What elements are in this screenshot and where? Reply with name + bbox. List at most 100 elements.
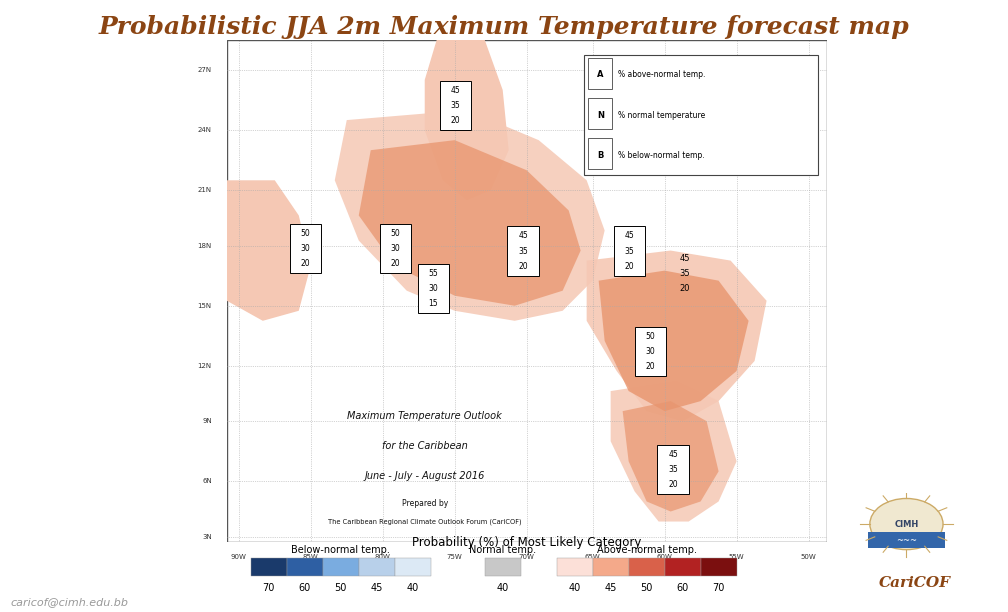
Bar <box>417 264 449 313</box>
Bar <box>507 226 538 275</box>
Bar <box>251 558 286 577</box>
Text: % below-normal temp.: % below-normal temp. <box>619 151 705 160</box>
Text: 40: 40 <box>569 583 581 592</box>
Text: 50: 50 <box>645 332 655 341</box>
Text: 45: 45 <box>605 583 617 592</box>
Text: 35: 35 <box>451 101 461 110</box>
Text: 80W: 80W <box>375 554 391 560</box>
Text: 70: 70 <box>713 583 725 592</box>
Text: 85W: 85W <box>302 554 319 560</box>
Polygon shape <box>359 140 581 306</box>
Text: 40: 40 <box>497 583 509 592</box>
Text: 50: 50 <box>300 229 310 238</box>
Polygon shape <box>599 271 749 411</box>
Text: 45: 45 <box>518 231 528 241</box>
Text: 12N: 12N <box>198 363 212 369</box>
Text: Prepared by: Prepared by <box>401 499 448 509</box>
Text: 70: 70 <box>263 583 275 592</box>
Text: for the Caribbean: for the Caribbean <box>382 441 468 451</box>
Text: 35: 35 <box>624 247 634 256</box>
Bar <box>614 226 645 275</box>
Text: 45: 45 <box>624 231 634 241</box>
Bar <box>359 558 395 577</box>
Bar <box>593 558 629 577</box>
Text: 55W: 55W <box>729 554 745 560</box>
Bar <box>584 55 817 175</box>
Bar <box>286 558 323 577</box>
Text: caricof@cimh.edu.bb: caricof@cimh.edu.bb <box>10 597 128 607</box>
Text: 20: 20 <box>679 284 690 293</box>
Bar <box>635 327 666 376</box>
Text: 50W: 50W <box>800 554 816 560</box>
Text: 70W: 70W <box>519 554 534 560</box>
Bar <box>323 558 359 577</box>
Text: 45: 45 <box>371 583 383 592</box>
Text: Probabilistic JJA 2m Maximum Temperature forecast map: Probabilistic JJA 2m Maximum Temperature… <box>99 15 909 39</box>
Bar <box>395 558 430 577</box>
Bar <box>664 558 701 577</box>
Polygon shape <box>623 401 719 512</box>
Text: 90W: 90W <box>231 554 247 560</box>
Text: 45: 45 <box>679 253 690 263</box>
Bar <box>589 58 613 89</box>
Text: N: N <box>597 111 604 119</box>
Text: 50: 50 <box>335 583 347 592</box>
Text: 20: 20 <box>668 480 677 489</box>
Bar <box>657 445 688 494</box>
Text: 3N: 3N <box>202 534 212 540</box>
Text: 20: 20 <box>624 261 634 271</box>
Text: 21N: 21N <box>198 187 212 193</box>
Text: CariCOF: CariCOF <box>879 577 951 591</box>
Bar <box>589 138 613 170</box>
Bar <box>485 558 521 577</box>
Text: 20: 20 <box>390 259 400 268</box>
Circle shape <box>870 498 943 550</box>
Text: 30: 30 <box>300 244 310 253</box>
Bar <box>289 224 321 273</box>
Text: 75W: 75W <box>447 554 463 560</box>
Text: 30: 30 <box>428 284 438 293</box>
Text: 50: 50 <box>640 583 653 592</box>
Text: 20: 20 <box>300 259 310 268</box>
Text: Below-normal temp.: Below-normal temp. <box>291 545 390 555</box>
Polygon shape <box>611 381 737 521</box>
Polygon shape <box>587 250 767 421</box>
Text: 18N: 18N <box>198 242 212 248</box>
Text: 35: 35 <box>668 465 678 474</box>
Text: ~~~: ~~~ <box>896 536 917 545</box>
Bar <box>439 81 471 130</box>
Text: 20: 20 <box>451 116 460 125</box>
Text: B: B <box>598 151 604 160</box>
Polygon shape <box>335 110 605 321</box>
Text: 30: 30 <box>645 347 655 356</box>
Text: Above-normal temp.: Above-normal temp. <box>597 545 697 555</box>
Text: 60: 60 <box>676 583 688 592</box>
Text: 50: 50 <box>390 229 400 238</box>
Text: 15: 15 <box>428 299 437 308</box>
Text: Probability (%) of Most Likely Category: Probability (%) of Most Likely Category <box>412 536 641 548</box>
Polygon shape <box>424 40 509 200</box>
Text: % normal temperature: % normal temperature <box>619 111 706 119</box>
Text: 45: 45 <box>668 450 678 459</box>
Text: 45: 45 <box>451 86 461 95</box>
Text: 60: 60 <box>298 583 310 592</box>
Bar <box>701 558 737 577</box>
Text: 40: 40 <box>406 583 419 592</box>
Text: 27N: 27N <box>198 67 212 73</box>
Text: 35: 35 <box>518 247 528 256</box>
Text: 60W: 60W <box>656 554 672 560</box>
Text: June - July - August 2016: June - July - August 2016 <box>365 471 485 482</box>
Text: 35: 35 <box>679 269 690 278</box>
Text: 20: 20 <box>645 362 655 371</box>
Bar <box>380 224 411 273</box>
Bar <box>556 558 593 577</box>
Text: 24N: 24N <box>198 127 212 133</box>
Text: Maximum Temperature Outlook: Maximum Temperature Outlook <box>348 411 502 421</box>
Text: 15N: 15N <box>198 303 212 309</box>
Text: 6N: 6N <box>202 479 212 485</box>
Text: 65W: 65W <box>585 554 601 560</box>
Text: CIMH: CIMH <box>894 520 918 529</box>
Text: 9N: 9N <box>202 418 212 424</box>
Text: A: A <box>597 70 604 80</box>
Text: The Caribbean Regional Climate Outlook Forum (CariCOF): The Caribbean Regional Climate Outlook F… <box>328 518 521 525</box>
